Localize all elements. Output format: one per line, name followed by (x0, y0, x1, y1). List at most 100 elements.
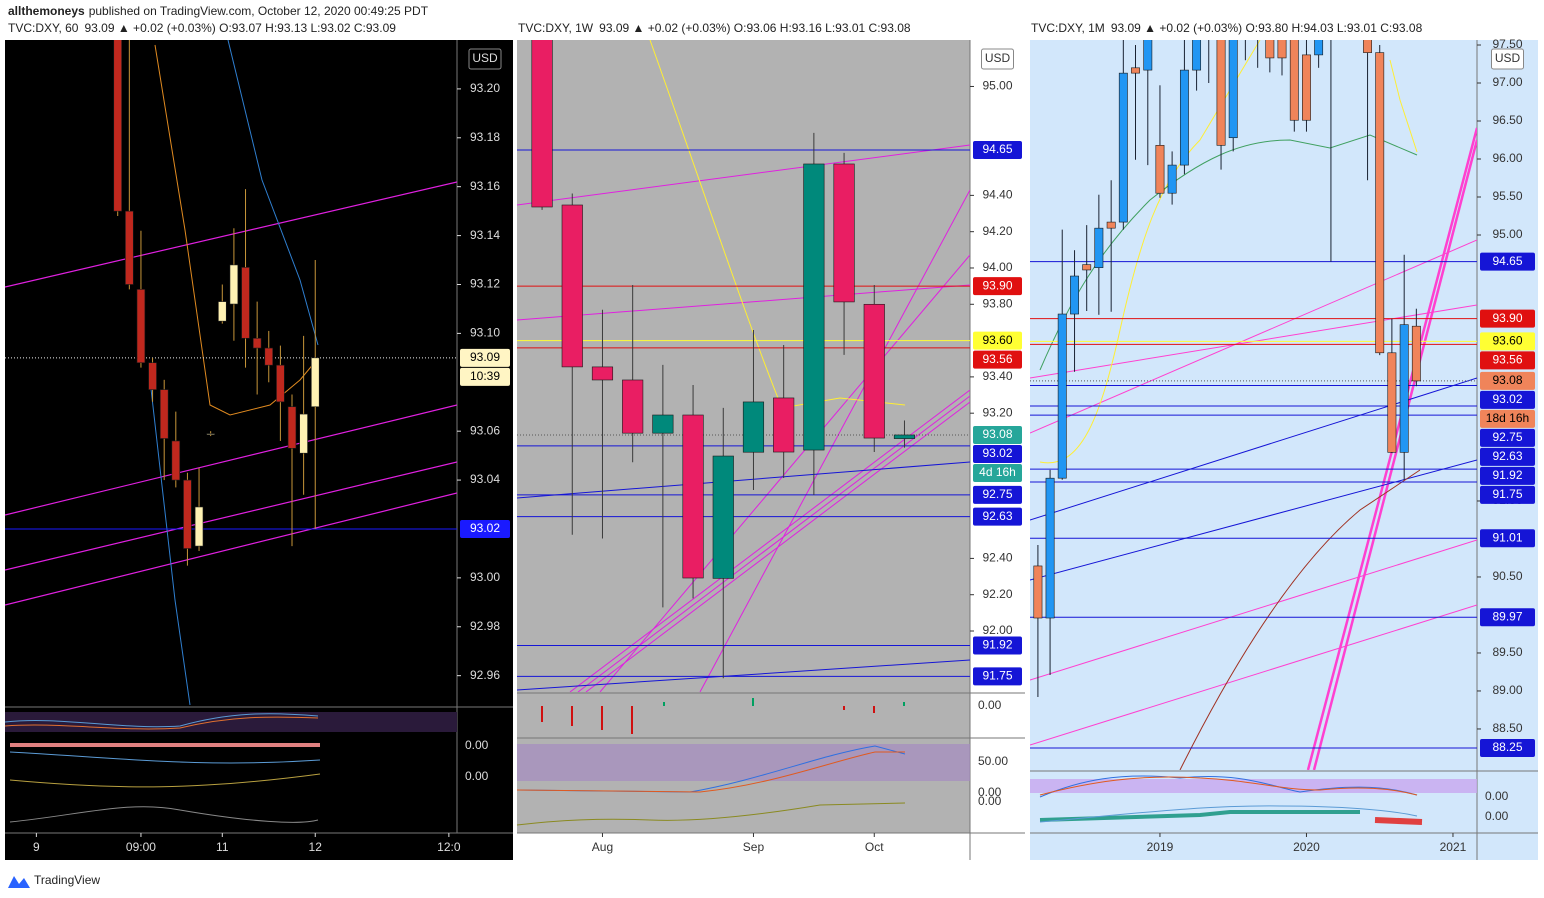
price-badge-label: 93.56 (1492, 353, 1522, 367)
candle-body (591, 366, 614, 381)
candle-body (1179, 69, 1189, 166)
countdown: 18d 16h (1486, 411, 1529, 425)
candle-body (1118, 72, 1128, 223)
price-badge (1480, 738, 1535, 757)
price-badge (1480, 529, 1535, 548)
countdown: 10:39 (470, 369, 500, 383)
drawings (5, 40, 457, 705)
trendline (1030, 539, 1477, 681)
y-tick-label: 88.50 (1492, 721, 1522, 735)
y-tick-label: 95.50 (1492, 189, 1522, 203)
candle-body (218, 301, 227, 322)
indicator-line (516, 745, 906, 793)
trendline (517, 284, 970, 321)
currency: USD (985, 51, 1011, 65)
candle-body (252, 337, 262, 349)
candle-body (171, 440, 181, 481)
trendline (517, 144, 970, 206)
y-tick-label: 94.40 (982, 188, 1012, 202)
candle-body (561, 204, 583, 368)
brand: TradingView (34, 873, 100, 887)
x-tick-label: 12 (309, 840, 323, 854)
y-tick-label: 96.50 (1492, 113, 1522, 127)
price-badge-label: 93.60 (1492, 334, 1522, 348)
symbol: TVC:DXY, 1M (1031, 21, 1105, 35)
candle-body (113, 40, 122, 212)
candle-body (229, 264, 239, 305)
indicator-line (9, 751, 321, 764)
trendline (1030, 604, 1477, 746)
price-badge (973, 277, 1022, 296)
price-badge-label: 93.90 (982, 278, 1012, 292)
y-tick-label: 96.00 (1492, 151, 1522, 165)
indicator-line (9, 806, 319, 823)
indicator-line (4, 713, 319, 728)
price-badge-label: 89.97 (1492, 609, 1522, 623)
panel-background (1030, 40, 1538, 860)
price-badge (1480, 485, 1535, 504)
x-tick-label: 12:0 (437, 840, 461, 854)
currency: USD (1495, 51, 1521, 65)
candle-body (264, 347, 274, 366)
indicator-line (1039, 775, 1418, 798)
price-badge (973, 350, 1022, 369)
price-badge (1480, 371, 1535, 390)
candle-body (1131, 67, 1140, 74)
candle-body (1057, 313, 1067, 479)
candle-body (773, 397, 795, 453)
indicator-line (516, 751, 905, 793)
moving-average (149, 379, 191, 705)
candle-body (1265, 40, 1275, 59)
y-tick-label: 89.50 (1492, 645, 1522, 659)
trendline (517, 461, 970, 499)
y-tick-label: 92.20 (982, 587, 1012, 601)
moving-average (649, 40, 906, 409)
price-badge-label: 93.09 (470, 350, 500, 364)
price-badge-label: 93.02 (1492, 392, 1522, 406)
candle-body (1070, 275, 1079, 315)
candle-body (1192, 40, 1202, 71)
currency-box (468, 48, 502, 70)
price-badge (1480, 332, 1535, 351)
plot-area (1030, 40, 1477, 749)
price-badge (1480, 428, 1535, 447)
candle-body (148, 362, 157, 390)
price-badge (1480, 309, 1535, 328)
candle-body (1106, 221, 1116, 229)
candle-body (287, 406, 297, 449)
plot-area (5, 40, 457, 566)
price-badge (460, 367, 510, 386)
y-tick-label: 93.10 (470, 326, 500, 340)
price-badge-label: 92.63 (1492, 449, 1522, 463)
candle-body (1094, 227, 1104, 268)
currency: USD (472, 51, 498, 65)
drawings (517, 40, 970, 692)
price-badge-label: 94.65 (1492, 254, 1522, 268)
plot-area (517, 40, 970, 679)
moving-average (1389, 59, 1418, 153)
moving-average (1179, 469, 1421, 770)
panel-title: TVC:DXY, 60 93.09 ▲ +0.02 (+0.03%) O:93.0… (8, 21, 396, 35)
price-badge-label: 93.60 (982, 333, 1012, 347)
trendline (569, 389, 970, 692)
axes: TVC:DXY, 60 93.09 ▲ +0.02 (+0.03%) O:93.0… (8, 21, 1535, 854)
candle-body (276, 364, 285, 403)
price-badge-label: 93.02 (982, 446, 1012, 460)
candle-body (1399, 324, 1409, 453)
candle-body (310, 357, 320, 408)
candle-body (742, 401, 765, 453)
indicator-label: 50.00 (978, 754, 1008, 768)
price-badge (1480, 608, 1535, 627)
candle-body (531, 40, 553, 208)
author: allthemoneys (8, 4, 85, 18)
panel-title: TVC:DXY, 1M 93.09 ▲ +0.02 (+0.03%) O:93.8… (1031, 21, 1423, 35)
candle-body (893, 434, 916, 439)
panel-background (5, 40, 513, 860)
moving-average (227, 40, 319, 346)
header: allthemoneys published on TradingView.com… (8, 4, 429, 18)
y-tick-label: 89.00 (1492, 683, 1522, 697)
y-tick-label: 94.20 (982, 224, 1012, 238)
x-tick-label: Sep (743, 840, 765, 854)
indicator-hist (1039, 810, 1360, 822)
